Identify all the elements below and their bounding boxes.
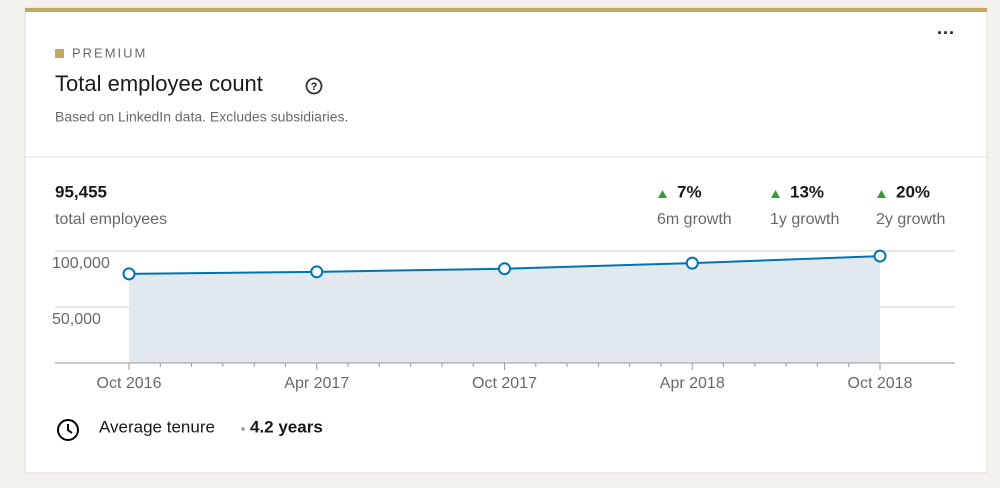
- separator: [241, 427, 245, 431]
- tenure-icon: [57, 419, 79, 441]
- count-label: total employees: [55, 211, 167, 228]
- subtitle: Based on LinkedIn data. Excludes subsidi…: [55, 109, 348, 125]
- y-tick-label: 50,000: [52, 311, 101, 328]
- x-tick-label: Oct 2016: [97, 375, 162, 392]
- point: [685, 256, 699, 270]
- growth-value: 7%: [677, 182, 702, 201]
- x-tick-label: Apr 2017: [284, 375, 349, 392]
- growth-label: 2y growth: [876, 211, 945, 228]
- growth-label: 1y growth: [770, 211, 839, 228]
- badge: PREMIUM: [72, 45, 147, 60]
- title: Total employee count: [55, 71, 263, 96]
- premium-bar: [25, 8, 987, 12]
- growth-value: 13%: [790, 182, 824, 201]
- growth-arrow: [658, 190, 667, 198]
- point: [122, 267, 136, 281]
- count: 95,455: [55, 182, 107, 201]
- y-tick-label: 100,000: [52, 255, 110, 272]
- x-tick-label: Oct 2017: [472, 375, 537, 392]
- menu-button[interactable]: ···: [937, 23, 955, 43]
- point: [310, 265, 324, 279]
- area: [129, 256, 880, 363]
- x-tick-label: Apr 2018: [660, 375, 725, 392]
- tenure-value: 4.2 years: [250, 417, 323, 436]
- point: [873, 249, 887, 263]
- tenure-label: Average tenure: [99, 417, 215, 436]
- point: [498, 262, 511, 276]
- svg-text:?: ?: [311, 81, 318, 93]
- growth-value: 20%: [896, 182, 930, 201]
- help-icon[interactable]: ?: [305, 77, 323, 95]
- growth-arrow: [771, 190, 780, 198]
- growth-arrow: [877, 190, 886, 198]
- premium-icon: [55, 49, 64, 58]
- growth-label: 6m growth: [657, 211, 732, 228]
- x-tick-label: Oct 2018: [848, 375, 913, 392]
